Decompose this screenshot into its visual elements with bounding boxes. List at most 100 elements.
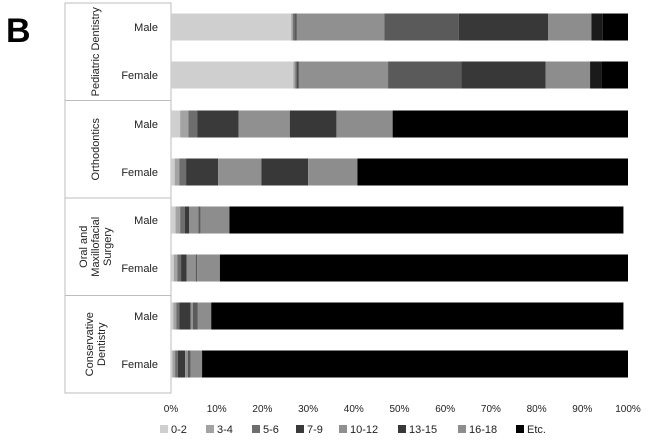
legend-label: Etc. — [527, 424, 546, 436]
legend: 0-2 3-4 5-6 7-9 10-12 13-15 16-18 Etc. — [160, 424, 546, 436]
x-tick-label: 10% — [207, 404, 227, 415]
bar-segment — [197, 302, 212, 330]
bar-segment — [591, 13, 603, 41]
group-frame — [64, 100, 172, 199]
bar-segment — [388, 61, 462, 89]
bar-segment — [295, 61, 298, 89]
bar-segment — [590, 61, 602, 89]
bar-segment — [197, 254, 220, 282]
bar-segment — [172, 350, 176, 378]
bar-segment — [190, 350, 203, 378]
x-tick-label: 40% — [344, 404, 364, 415]
legend-swatch — [398, 425, 406, 433]
legend-label: 3-4 — [217, 424, 233, 436]
panel-label: B — [6, 12, 31, 50]
bar-segment — [171, 13, 292, 41]
bar-area — [171, 13, 629, 378]
bar-segment — [308, 158, 358, 186]
bar-segment — [289, 110, 337, 138]
group-label: Maxillofacial — [90, 217, 102, 277]
bar-segment — [171, 61, 294, 89]
bar-segment — [202, 350, 629, 378]
x-tick-label: 30% — [298, 404, 318, 415]
bar-segment — [295, 13, 297, 41]
bar-segment — [177, 350, 186, 378]
bar-segment — [336, 110, 393, 138]
bar-segment — [179, 302, 191, 330]
bar-segment — [296, 13, 385, 41]
x-tick-label: 70% — [481, 404, 501, 415]
x-axis: 0% 10% 20% 30% 40% 50% 60% 70% 80% 90% 100% — [164, 404, 641, 415]
bar-segment — [197, 110, 239, 138]
x-tick-label: 50% — [389, 404, 409, 415]
bar-label: Female — [121, 167, 158, 179]
bar-segment — [293, 61, 296, 89]
bar-segment — [176, 302, 180, 330]
legend-label: 7-9 — [307, 424, 323, 436]
bar-segment — [187, 350, 191, 378]
bar-segment — [200, 206, 230, 234]
bar-segment — [458, 13, 549, 41]
legend-swatch — [206, 425, 214, 433]
bar-segment — [545, 61, 591, 89]
group-label: Dentistry — [96, 322, 108, 366]
bar-segment — [229, 206, 624, 234]
group-labels: Pediatric Dentistry Male Female Orthodontic… — [78, 7, 158, 377]
bar-segment — [293, 13, 296, 41]
bar-segment — [173, 302, 177, 330]
bar-segment — [171, 206, 176, 234]
bar-label: Male — [134, 119, 158, 131]
x-tick-label: 100% — [615, 404, 641, 415]
legend-label: 10-12 — [350, 424, 378, 436]
bar-segment — [189, 206, 199, 234]
x-tick-label: 60% — [435, 404, 455, 415]
bar-segment — [177, 254, 182, 282]
group-frame — [64, 2, 172, 101]
group-label: Orthodontics — [90, 118, 102, 181]
legend-swatch — [458, 425, 466, 433]
chart-frame — [64, 2, 172, 394]
bar-label: Female — [121, 70, 158, 82]
bar-segment — [211, 302, 624, 330]
x-tick-label: 90% — [572, 404, 592, 415]
bar-segment — [219, 254, 629, 282]
legend-label: 13-15 — [409, 424, 437, 436]
bar-segment — [171, 254, 174, 282]
legend-swatch — [516, 425, 524, 433]
x-tick-label: 20% — [252, 404, 272, 415]
legend-label: 0-2 — [171, 424, 187, 436]
bar-segment — [171, 158, 175, 186]
bar-segment — [186, 254, 196, 282]
group-label: Oral and — [78, 226, 90, 268]
bar-segment — [184, 206, 190, 234]
bar-segment — [175, 206, 181, 234]
bar-segment — [175, 350, 178, 378]
bar-segment — [384, 13, 459, 41]
bar-segment — [601, 61, 628, 89]
bar-segment — [190, 302, 193, 330]
bar-segment — [181, 254, 187, 282]
bar-label: Female — [121, 359, 158, 371]
group-label: Conservative — [84, 312, 96, 376]
bar-segment — [179, 158, 187, 186]
bar-segment — [180, 206, 185, 234]
group-label: Surgery — [102, 227, 114, 266]
bar-segment — [218, 158, 262, 186]
legend-label: 16-18 — [469, 424, 497, 436]
bar-segment — [602, 13, 628, 41]
bar-segment — [461, 61, 546, 89]
bar-segment — [261, 158, 309, 186]
legend-label: 5-6 — [263, 424, 279, 436]
bar-segment — [195, 254, 198, 282]
legend-swatch — [296, 425, 304, 433]
bar-segment — [298, 61, 389, 89]
bar-label: Female — [121, 263, 158, 275]
legend-swatch — [252, 425, 260, 433]
bar-segment — [186, 158, 219, 186]
group-label: Pediatric Dentistry — [90, 7, 102, 97]
bar-segment — [192, 302, 198, 330]
bar-segment — [297, 61, 299, 89]
x-tick-label: 80% — [527, 404, 547, 415]
bar-segment — [548, 13, 592, 41]
